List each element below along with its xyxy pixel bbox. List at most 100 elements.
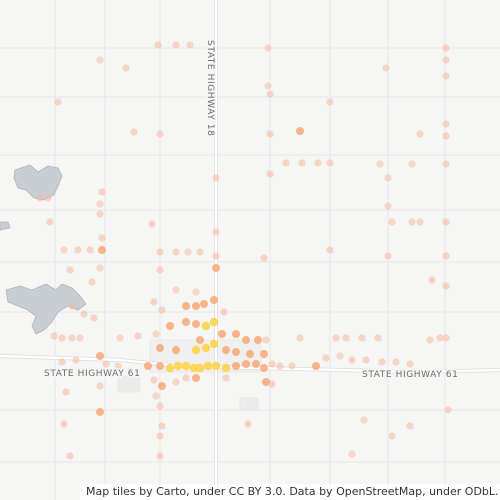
heat-point [172, 248, 180, 256]
heat-point [260, 364, 268, 372]
heat-point [222, 374, 230, 382]
heat-point [428, 276, 436, 284]
heat-point [58, 334, 66, 342]
heat-point [68, 334, 76, 342]
heat-point [60, 420, 68, 428]
heat-point [268, 360, 276, 368]
heat-point [58, 358, 66, 366]
heat-point [326, 159, 334, 167]
heat-point [134, 332, 142, 340]
heat-point [376, 160, 384, 168]
map-attribution[interactable]: Map tiles by Carto, under CC BY 3.0. Dat… [80, 484, 500, 500]
heat-point [158, 306, 166, 314]
heat-point [212, 252, 220, 260]
heat-point [264, 44, 272, 52]
heat-point [148, 220, 156, 228]
heat-point [189, 363, 199, 373]
heat-point [358, 334, 366, 342]
heat-point [172, 378, 180, 386]
heat-point [296, 334, 304, 342]
heat-point [196, 336, 204, 344]
heat-point [232, 330, 240, 338]
heat-point [122, 64, 130, 72]
heat-point [80, 310, 88, 318]
heat-point [374, 334, 382, 342]
heat-point [96, 352, 104, 360]
heat-point [144, 362, 152, 370]
heat-point [44, 194, 52, 202]
heat-point [408, 218, 416, 226]
heat-point [62, 388, 70, 396]
heat-point [192, 302, 200, 310]
heat-point [342, 334, 350, 342]
heat-point [98, 234, 106, 242]
lake-north [13, 164, 63, 201]
heat-point [212, 228, 220, 236]
heat-point [392, 358, 400, 366]
heat-point [98, 246, 106, 254]
heat-point [246, 350, 254, 358]
heat-point [442, 160, 450, 168]
heat-point [200, 300, 208, 308]
heat-point [442, 218, 450, 226]
heat-point [426, 336, 434, 344]
heat-point [244, 420, 252, 428]
heat-point [282, 159, 290, 167]
heat-point [173, 361, 183, 371]
heat-point [254, 336, 262, 344]
heat-point [210, 296, 218, 304]
heat-point [156, 362, 164, 370]
heat-point [384, 252, 392, 260]
heat-point [266, 130, 274, 138]
heat-point [76, 334, 84, 342]
heat-point [150, 376, 158, 384]
heat-point [296, 127, 304, 135]
label-highway-18: STATE HIGHWAY 18 [205, 40, 215, 136]
heat-point [444, 406, 452, 414]
heat-point [388, 218, 396, 226]
heat-point [348, 356, 356, 364]
heat-point [416, 218, 424, 226]
heat-point [74, 246, 82, 254]
label-highway-61-west: STATE HIGHWAY 61 [44, 369, 140, 379]
heat-point [442, 334, 450, 342]
heat-point [212, 264, 220, 272]
heat-point [232, 348, 240, 356]
heat-point [156, 452, 164, 460]
heat-point [262, 378, 270, 386]
heat-point [360, 416, 368, 424]
heat-point [96, 408, 104, 416]
heat-point [232, 362, 240, 370]
heat-point [86, 246, 94, 254]
heat-point [326, 98, 334, 106]
heat-point [166, 322, 174, 330]
lakes [0, 164, 87, 335]
heat-point [172, 346, 180, 354]
heat-point [158, 382, 166, 390]
heat-point [184, 248, 192, 256]
heat-point [152, 330, 160, 338]
heat-point [442, 44, 450, 52]
heat-point [252, 360, 260, 368]
heat-point [212, 174, 220, 182]
heat-point [222, 346, 230, 354]
heat-point [406, 360, 414, 368]
heat-point [201, 321, 211, 331]
lake-south [5, 283, 87, 335]
heat-point [96, 382, 104, 390]
heat-point [209, 339, 219, 349]
heat-point [196, 248, 204, 256]
heat-point [262, 336, 270, 344]
label-highway-61-east: STATE HIGHWAY 61 [362, 370, 458, 380]
heat-point [165, 363, 175, 373]
heat-point [314, 159, 322, 167]
heat-point [192, 374, 200, 382]
heat-point [130, 128, 138, 136]
heat-point [242, 336, 250, 344]
heat-point [348, 450, 356, 458]
heat-point [60, 246, 68, 254]
heat-point [36, 194, 44, 202]
heat-point [182, 318, 190, 326]
